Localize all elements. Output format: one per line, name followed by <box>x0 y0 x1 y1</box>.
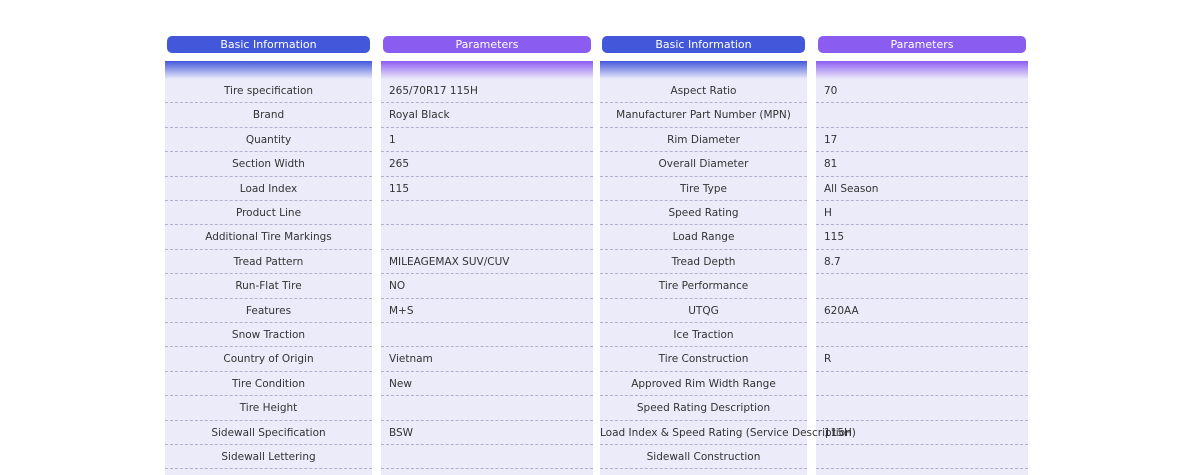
row-label: Aspect Ratio <box>600 79 807 104</box>
row-value <box>381 323 593 348</box>
row-value: New <box>381 372 593 397</box>
row-label: Tread Pattern <box>165 250 372 275</box>
row-label: Overall Diameter <box>600 152 807 177</box>
row-value: 1 <box>381 128 593 153</box>
column-bg <box>165 61 372 475</box>
row-value <box>816 445 1028 470</box>
row-label: Tire Height <box>165 396 372 421</box>
row-value: 620AA <box>816 299 1028 323</box>
row-label: Snow Traction <box>165 323 372 348</box>
row-label: Tread Depth <box>600 250 807 275</box>
row-label: Speed Rating <box>600 201 807 226</box>
row-value <box>381 201 593 226</box>
header-band <box>381 61 593 79</box>
row-value: Vietnam <box>381 347 593 372</box>
row-value: 265/70R17 115H <box>381 79 593 104</box>
row-value: MILEAGEMAX SUV/CUV <box>381 250 593 275</box>
row-label: Tire Performance <box>600 274 807 299</box>
row-label: Section Width <box>165 152 372 177</box>
row-value: 115 <box>816 225 1028 250</box>
row-label: UTQG <box>600 299 807 323</box>
row-label: Additional Tire Markings <box>165 225 372 250</box>
row-value <box>816 103 1028 128</box>
row-label: Tire Construction <box>600 347 807 372</box>
header-pill: Parameters <box>383 36 591 53</box>
header-pill: Parameters <box>818 36 1026 53</box>
row-value: NO <box>381 274 593 299</box>
row-value: 17 <box>816 128 1028 153</box>
row-value <box>816 396 1028 421</box>
row-label: Approved Rim Width Range <box>600 372 807 397</box>
row-label: Load Index <box>165 177 372 201</box>
header-band <box>165 61 372 79</box>
row-label: Sidewall Lettering <box>165 445 372 470</box>
row-value <box>381 445 593 470</box>
row-value: M+S <box>381 299 593 323</box>
column-bg <box>381 61 593 475</box>
row-label: Quantity <box>165 128 372 153</box>
row-label: Ice Traction <box>600 323 807 348</box>
row-label: Load Range <box>600 225 807 250</box>
row-value: 265 <box>381 152 593 177</box>
row-label: Rim Diameter <box>600 128 807 153</box>
row-label: Product Line <box>165 201 372 226</box>
row-label: Sidewall Construction <box>600 445 807 470</box>
row-value: 115 <box>381 177 593 201</box>
row-value <box>816 274 1028 299</box>
row-value: 70 <box>816 79 1028 104</box>
row-value <box>381 225 593 250</box>
row-value: R <box>816 347 1028 372</box>
row-value: All Season <box>816 177 1028 201</box>
row-label: Load Index & Speed Rating (Service Descr… <box>600 421 856 445</box>
header-band <box>600 61 807 79</box>
header-pill: Basic Information <box>602 36 805 53</box>
row-label: Manufacturer Part Number (MPN) <box>600 103 807 128</box>
row-label: Tire Type <box>600 177 807 201</box>
row-value <box>816 372 1028 397</box>
row-value: 115H <box>816 421 1028 445</box>
row-label: Sidewall Specification <box>165 421 372 445</box>
header-band <box>816 61 1028 79</box>
row-value: BSW <box>381 421 593 445</box>
row-label: Brand <box>165 103 372 128</box>
column-bg <box>600 61 807 475</box>
row-value <box>381 396 593 421</box>
row-value: Royal Black <box>381 103 593 128</box>
row-value: 81 <box>816 152 1028 177</box>
row-value <box>816 323 1028 348</box>
row-label: Run-Flat Tire <box>165 274 372 299</box>
column-bg <box>816 61 1028 475</box>
row-value: H <box>816 201 1028 226</box>
header-pill: Basic Information <box>167 36 370 53</box>
row-value: 8.7 <box>816 250 1028 275</box>
row-label: Tire Condition <box>165 372 372 397</box>
row-label: Speed Rating Description <box>600 396 807 421</box>
row-label: Features <box>165 299 372 323</box>
row-label: Country of Origin <box>165 347 372 372</box>
row-label: Tire specification <box>165 79 372 104</box>
